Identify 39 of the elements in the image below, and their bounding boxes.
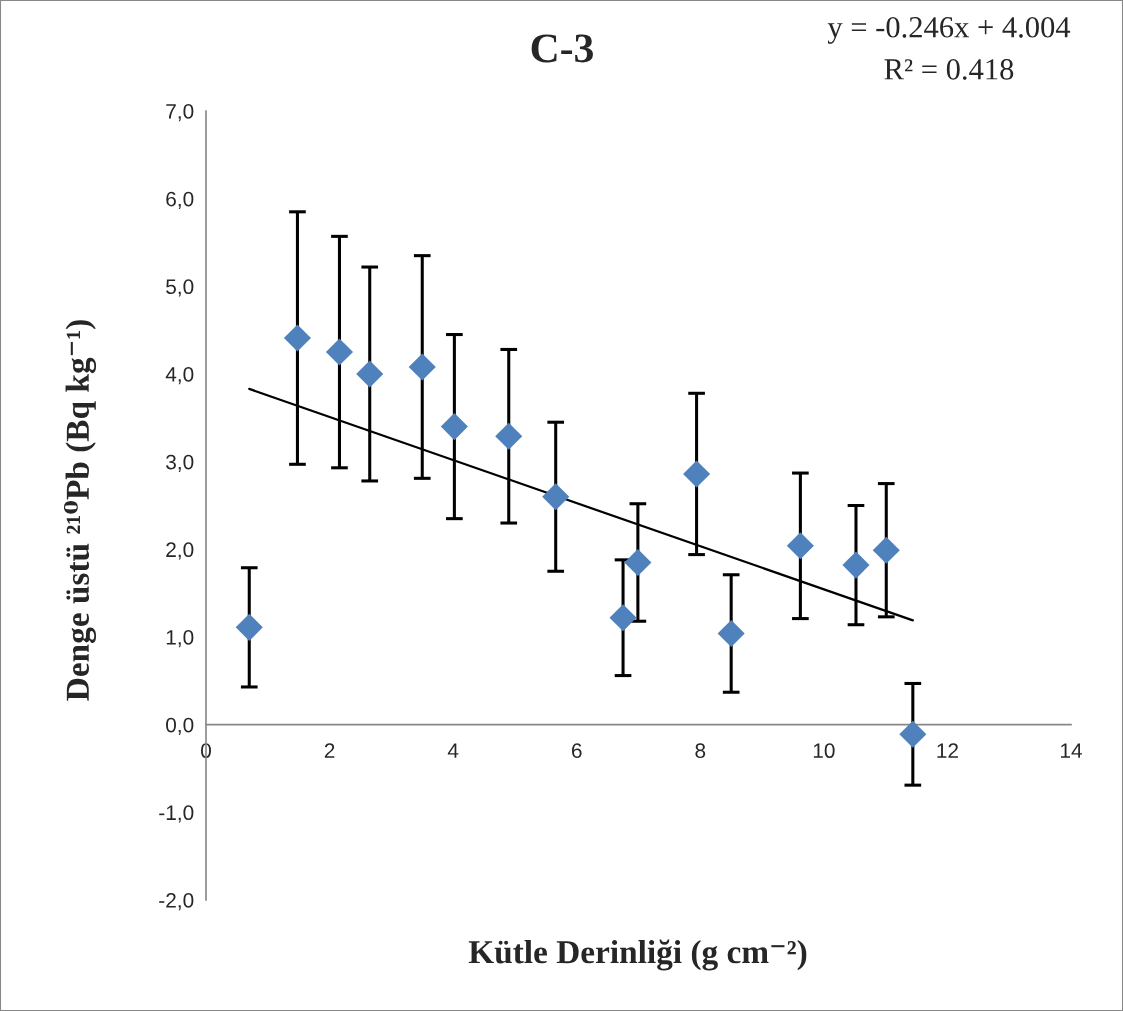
y-tick-label: -2,0: [159, 893, 194, 911]
y-tick-label: 6,0: [166, 191, 194, 209]
text: R² = 0.418: [884, 59, 1014, 80]
y-tick-label: 0,0: [166, 717, 194, 735]
x-axis-title: Kütle Derinliği (g cm⁻²): [468, 939, 807, 971]
point: [235, 613, 263, 641]
point: [842, 551, 870, 579]
point: [325, 338, 353, 366]
y-axis-title: Denge üstü ²¹⁰Pb (Bq kg⁻¹): [63, 320, 97, 701]
x-tick-label: 12: [937, 743, 958, 758]
y-tick-label: 4,0: [165, 367, 194, 385]
x-tick-label: 0: [201, 743, 211, 759]
y-tick-label: -1,0: [159, 805, 194, 823]
y-tick-label: 1,0: [166, 630, 194, 648]
point: [683, 460, 711, 488]
point: [872, 536, 900, 564]
point: [283, 324, 311, 352]
x-tick-label: 2: [324, 743, 335, 758]
point: [356, 360, 384, 388]
y-tick-label: 5,0: [166, 279, 194, 297]
y-tick-label: 3,0: [166, 454, 194, 472]
y-tick-label: 7,0: [166, 104, 194, 122]
chart-title: C-3: [531, 34, 593, 63]
x-tick-label: 6: [571, 743, 582, 759]
point: [542, 483, 570, 511]
point: [717, 619, 745, 648]
point: [786, 532, 814, 560]
text: y = -0.246x + 4.004: [827, 16, 1071, 44]
x-tick-label: 8: [695, 743, 706, 759]
x-tick-label: 14: [1061, 743, 1082, 758]
point: [495, 422, 523, 450]
point: [899, 720, 927, 748]
x-tick-label: 10: [813, 743, 835, 759]
point: [624, 548, 652, 577]
point: [609, 604, 637, 632]
x-tick-label: 4: [447, 743, 459, 758]
y-tick-label: 2,0: [166, 542, 194, 560]
point: [408, 353, 436, 381]
point: [440, 413, 468, 441]
